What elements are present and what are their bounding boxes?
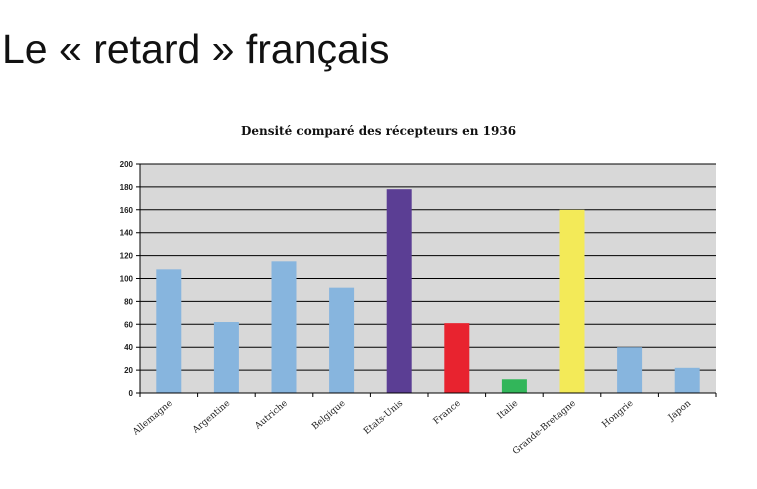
slide-title: Le « retard » français <box>2 26 390 72</box>
x-tick-label: Belgique <box>310 399 347 433</box>
x-tick-label: Autriche <box>253 399 290 433</box>
y-tick-label: 200 <box>120 160 134 169</box>
y-tick-label: 180 <box>120 183 134 192</box>
chart-title: Densité comparé des récepteurs en 1936 <box>240 124 517 138</box>
y-tick-label: 120 <box>120 252 134 261</box>
y-tick-label: 100 <box>120 275 134 284</box>
x-tick-label: Allemagne <box>130 399 174 438</box>
bar-hongrie <box>617 347 643 393</box>
x-tick-label: France <box>432 399 463 427</box>
y-tick-label: 40 <box>124 343 133 352</box>
x-tick-label: Japon <box>666 399 693 424</box>
bar-allemagne <box>156 269 182 393</box>
bar-japon <box>674 367 700 393</box>
bar-autriche <box>271 261 297 393</box>
x-tick-label: Grande-Bretagne <box>511 399 578 457</box>
bar-argentine <box>213 322 239 393</box>
y-tick-label: 0 <box>129 389 134 398</box>
y-tick-label: 60 <box>124 320 133 329</box>
bar-grande-bretagne <box>559 209 585 393</box>
bar-italie <box>501 379 527 393</box>
bar-france <box>444 323 470 393</box>
bar-belgique <box>329 287 355 393</box>
x-tick-label: Hongrie <box>600 399 635 431</box>
y-tick-label: 160 <box>120 206 134 215</box>
x-tick-label: Italie <box>496 399 521 422</box>
y-tick-label: 140 <box>120 229 134 238</box>
bar-etats-unis <box>386 189 412 393</box>
y-tick-label: 20 <box>124 366 133 375</box>
y-tick-label: 80 <box>124 297 133 306</box>
x-tick-label: Etats-Unis <box>362 398 405 437</box>
x-tick-label: Argentine <box>190 399 232 436</box>
